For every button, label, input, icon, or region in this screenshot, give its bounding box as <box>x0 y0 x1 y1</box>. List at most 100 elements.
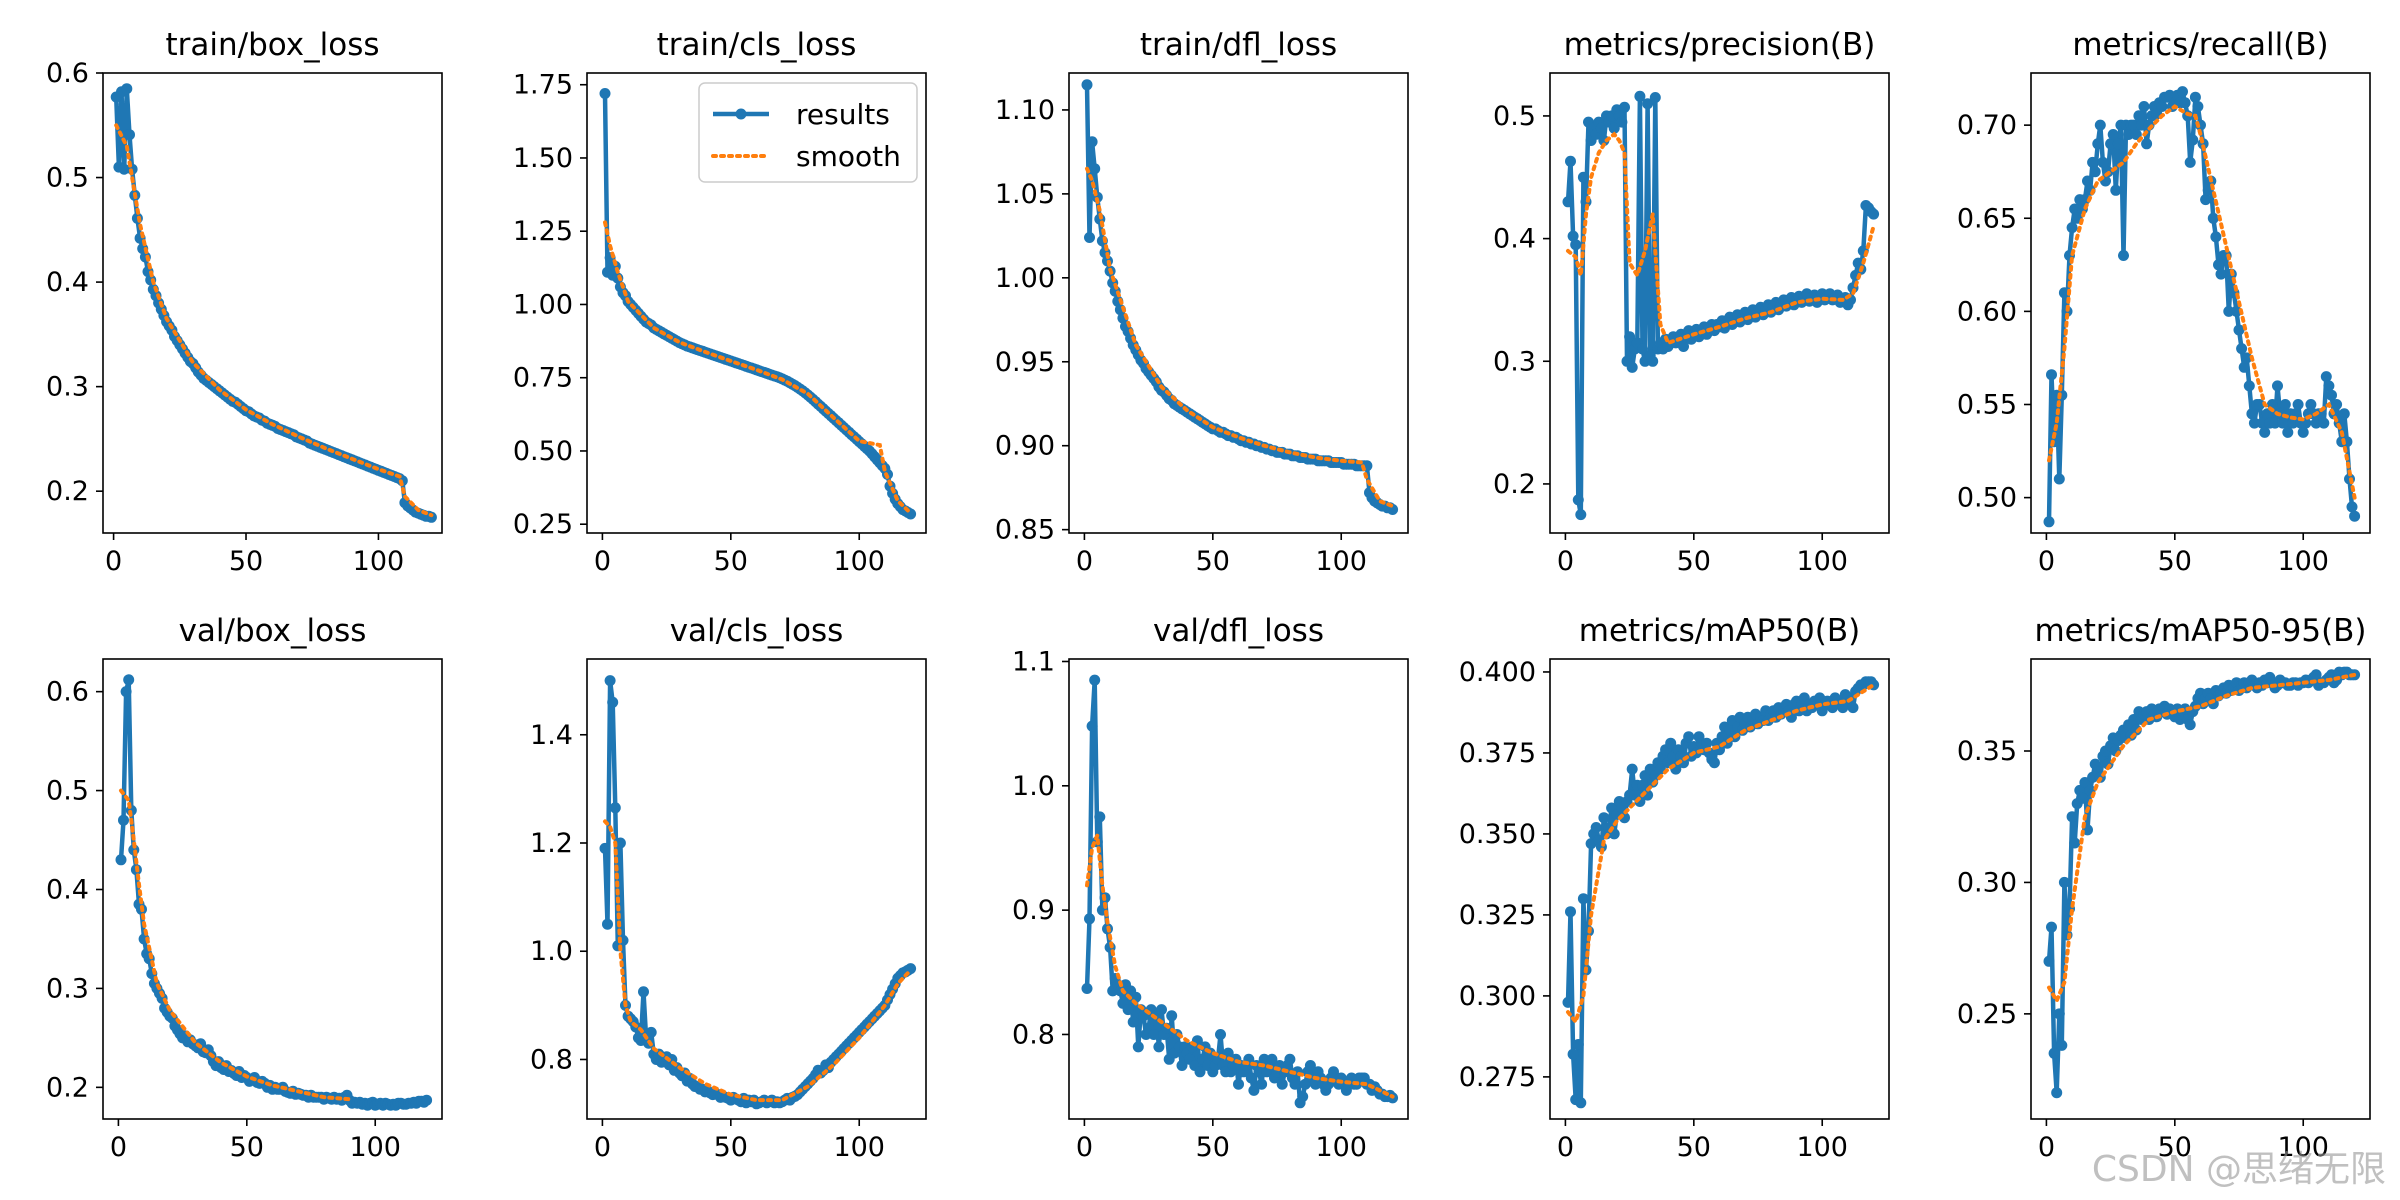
results-point <box>1266 1053 1278 1065</box>
plot-area <box>115 674 433 1111</box>
results-point <box>2082 175 2093 187</box>
results-point <box>1089 674 1101 686</box>
results-point <box>2243 380 2255 392</box>
results-line <box>118 677 428 1108</box>
y-tick-label: 0.50 <box>513 436 573 467</box>
results-point <box>2287 417 2299 429</box>
y-tick-label: 0.4 <box>46 874 89 905</box>
results-point <box>2349 510 2361 522</box>
y-tick-label: 0.400 <box>1459 657 1536 688</box>
results-point <box>1297 1091 1309 1103</box>
y-tick-label: 0.25 <box>1957 999 2017 1030</box>
results-point <box>905 963 917 975</box>
x-tick-label: 100 <box>1796 546 1848 577</box>
x-tick-label: 0 <box>1557 546 1574 577</box>
results-point <box>1304 1060 1316 1071</box>
results-point <box>1847 702 1859 714</box>
results-point <box>2223 305 2235 317</box>
results-point <box>2246 408 2258 420</box>
legend-results-marker <box>735 108 747 120</box>
subplot-metrics-recall-b: metrics/recall(B) 0 50 100 0.50 0.55 0.60 0.65 0… <box>1957 27 2371 577</box>
results-line <box>1565 94 1876 517</box>
y-tick-label: 0.3 <box>1493 346 1536 377</box>
results-point <box>2051 1087 2063 1099</box>
results-line <box>2046 89 2357 522</box>
results-point <box>2187 134 2199 146</box>
results-point <box>2135 119 2147 131</box>
plot-area <box>2043 86 2361 528</box>
results-point <box>2097 156 2109 168</box>
axes-frame <box>1549 658 1890 1120</box>
results-point <box>1089 163 1101 175</box>
results-point <box>1086 136 1098 148</box>
results-point <box>2213 259 2224 271</box>
results-point <box>609 802 621 814</box>
plot-area <box>110 83 437 523</box>
results-point <box>2233 324 2245 336</box>
legend: results smooth <box>698 82 918 183</box>
x-tick-label: 0 <box>110 1132 127 1163</box>
results-point <box>124 129 135 141</box>
results-point <box>421 1094 433 1106</box>
results-point <box>2046 369 2057 381</box>
axes-frame <box>1068 658 1409 1120</box>
results-point <box>2094 119 2106 131</box>
results-point <box>118 163 130 175</box>
axes-frame <box>2030 658 2371 1120</box>
x-tick-label: 50 <box>1677 546 1711 577</box>
results-point <box>2272 380 2283 392</box>
results-point <box>1284 1053 1296 1065</box>
y-tick-label: 0.75 <box>513 363 573 394</box>
x-tick-label: 50 <box>2158 546 2192 577</box>
x-tick-label: 50 <box>1196 1132 1230 1163</box>
subplot-metrics-map50-b: metrics/mAP50(B) 0 50 100 0.275 0.300 0.325 0.3… <box>1459 613 1890 1163</box>
results-point <box>1570 239 1582 251</box>
results-point <box>1624 331 1636 343</box>
y-tick-label: 0.25 <box>513 509 573 540</box>
results-point <box>1590 822 1602 833</box>
results-point <box>1084 913 1095 925</box>
results-point <box>1567 1048 1579 1060</box>
y-tick-label: 0.70 <box>1957 110 2017 141</box>
results-point <box>425 511 437 523</box>
results-point <box>2323 380 2335 392</box>
results-point <box>2297 426 2309 438</box>
plot-area <box>1562 676 1880 1109</box>
results-point <box>1637 343 1648 355</box>
results-point <box>2256 417 2268 429</box>
y-tick-label: 0.30 <box>1957 867 2017 898</box>
results-point <box>2320 371 2332 383</box>
results-point <box>2184 156 2196 168</box>
results-point <box>2315 408 2327 420</box>
subplot-title: train/box_loss <box>165 27 379 63</box>
x-tick-label: 100 <box>2277 1132 2329 1163</box>
x-tick-label: 50 <box>230 1132 264 1163</box>
y-tick-label: 0.275 <box>1459 1062 1536 1093</box>
results-point <box>1575 1097 1587 1109</box>
results-line <box>1084 677 1395 1106</box>
results-point <box>2110 184 2122 196</box>
x-tick-label: 0 <box>1557 1132 1574 1163</box>
subplot-title: train/cls_loss <box>657 27 857 63</box>
subplot-val-dfl-loss: val/dfl_loss 0 50 100 0.8 0.9 1.0 1.1 <box>1012 613 1409 1163</box>
y-tick-label: 0.2 <box>1493 469 1536 500</box>
results-point <box>1575 509 1587 521</box>
results-point <box>1649 92 1661 103</box>
results-point <box>2282 426 2294 438</box>
results-point <box>1837 702 1849 714</box>
results-point <box>2269 417 2281 429</box>
axes-frame <box>586 658 927 1120</box>
y-tick-label: 0.4 <box>46 267 89 298</box>
plot-area <box>1562 90 1880 521</box>
y-tick-label: 0.6 <box>46 677 89 708</box>
axes-frame <box>586 72 927 534</box>
results-point <box>2310 417 2322 429</box>
y-tick-label: 1.50 <box>513 143 573 174</box>
plot-area <box>599 88 917 520</box>
subplot-train-box-loss: train/box_loss 0 50 100 0.2 0.3 0.4 0.5 0.6 <box>46 27 443 577</box>
results-point <box>1166 1010 1178 1022</box>
results-point <box>2192 101 2204 112</box>
y-tick-label: 0.350 <box>1459 819 1536 850</box>
results-point <box>1289 1078 1301 1090</box>
smooth-line <box>2047 104 2357 500</box>
